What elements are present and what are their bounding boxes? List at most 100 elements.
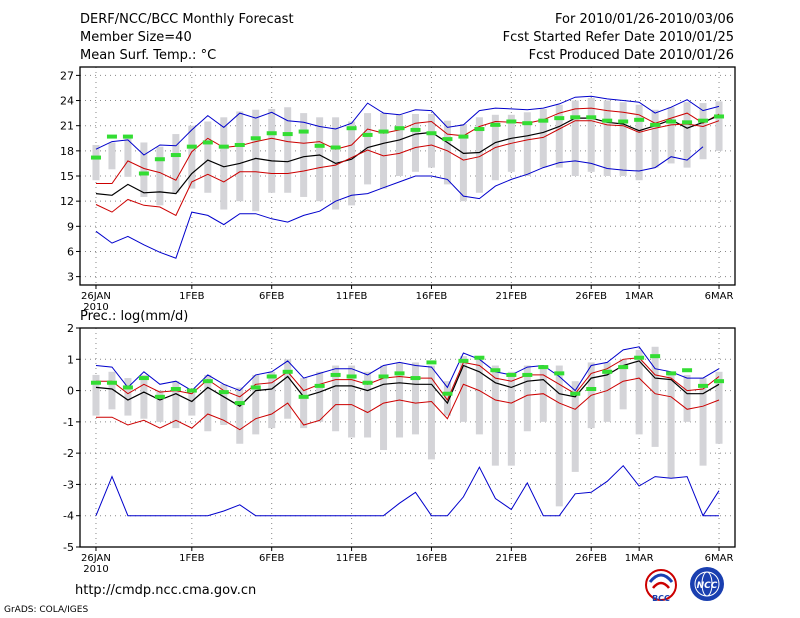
member-range-bar <box>699 103 707 160</box>
observed-marker <box>506 119 517 124</box>
member-range-bar <box>252 109 260 212</box>
produced-date-label: Fcst Produced Date 2010/01/26 <box>528 48 734 63</box>
observed-marker <box>378 129 389 134</box>
member-range-bar <box>475 359 483 435</box>
observed-marker <box>314 383 325 388</box>
member-range-bar <box>603 100 611 176</box>
observed-marker <box>538 118 549 123</box>
member-range-bar <box>651 346 659 447</box>
observed-marker <box>106 134 117 139</box>
observed-marker <box>330 372 341 377</box>
member-range-bar <box>156 146 164 206</box>
observed-marker <box>90 155 101 160</box>
x-tick-label: 1FEB <box>179 291 204 302</box>
observed-marker <box>666 119 677 124</box>
x-tick-label: 26FEB <box>575 553 607 564</box>
member-range-bar <box>300 113 308 197</box>
observed-marker <box>266 131 277 136</box>
member-range-bar <box>316 117 324 202</box>
y-tick-label: -4 <box>63 510 74 523</box>
member-range-bar <box>332 365 340 432</box>
member-range-bar <box>715 101 723 151</box>
member-range-bar <box>124 138 132 177</box>
started-refer-date-label: Fcst Started Refer Date 2010/01/25 <box>502 30 734 45</box>
observed-marker <box>666 371 677 376</box>
member-range-bar <box>507 371 515 466</box>
series-line-ensemble-min <box>95 464 719 517</box>
grads-credit: GrADS: COLA/IGES <box>4 605 89 615</box>
y-tick-label: 18 <box>60 145 74 158</box>
y-tick-label: -3 <box>63 478 74 491</box>
observed-marker <box>266 374 277 379</box>
observed-marker <box>202 379 213 384</box>
observed-marker <box>154 157 165 162</box>
observed-marker <box>202 140 213 145</box>
member-range-bar <box>156 390 164 422</box>
observed-marker <box>618 365 629 370</box>
observed-marker <box>714 379 725 384</box>
member-range-bar <box>380 113 388 189</box>
member-range-bar <box>220 117 228 210</box>
observed-marker <box>138 376 149 381</box>
x-tick-year-label: 2010 <box>83 302 108 313</box>
observed-marker <box>634 355 645 360</box>
observed-marker <box>458 358 469 363</box>
observed-marker <box>538 365 549 370</box>
member-range-bar <box>571 100 579 176</box>
series-line-ensemble-min <box>95 146 704 259</box>
member-range-bar <box>699 378 707 466</box>
member-range-bar <box>651 109 659 168</box>
member-range-bar <box>172 381 180 429</box>
series-line-upper-bound <box>96 357 720 402</box>
x-tick-label: 6MAR <box>705 291 734 302</box>
series-line-ensemble-max <box>95 346 720 392</box>
member-range-bar <box>523 365 531 432</box>
y-tick-label: 24 <box>60 95 74 108</box>
observed-marker <box>234 401 245 406</box>
source-url[interactable]: http://cmdp.ncc.cma.gov.cn <box>75 583 257 598</box>
observed-marker <box>282 132 293 137</box>
observed-marker <box>554 371 565 376</box>
x-tick-label: 21FEB <box>496 553 528 564</box>
series-line-ensemble-mean <box>95 360 720 407</box>
observed-marker <box>474 127 485 132</box>
observed-marker <box>698 383 709 388</box>
observed-marker <box>410 376 421 381</box>
member-range-bar <box>188 390 196 416</box>
chart-title: DERF/NCC/BCC Monthly Forecast <box>80 12 294 27</box>
member-range-bar <box>459 124 467 202</box>
member-range-bar <box>427 365 435 460</box>
observed-marker <box>186 144 197 149</box>
observed-marker <box>314 143 325 148</box>
member-range-bar <box>523 112 531 176</box>
bcc-logo-swoosh-red <box>652 581 670 589</box>
series-line-ensemble-min-end- <box>702 490 720 516</box>
observed-marker <box>650 122 661 127</box>
observed-marker <box>522 372 533 377</box>
observed-marker <box>442 391 453 396</box>
x-tick-label: 1MAR <box>625 291 654 302</box>
y-tick-label: 1 <box>67 353 74 366</box>
member-range-bar <box>348 365 356 438</box>
observed-marker <box>554 116 565 121</box>
series-line-ensemble-mean <box>95 115 720 196</box>
y-tick-label: 3 <box>67 271 74 284</box>
member-range-bar <box>475 117 483 193</box>
observed-marker <box>234 142 245 147</box>
bcc-logo-swoosh <box>648 573 674 583</box>
y-tick-label: 12 <box>60 195 74 208</box>
member-range-bar <box>172 134 180 193</box>
series-line-lower-bound <box>96 377 720 431</box>
series-line-upper-bound <box>96 107 720 184</box>
x-tick-label: 26JAN <box>81 291 111 302</box>
member-range-bar <box>411 113 419 172</box>
member-range-bar <box>108 371 116 410</box>
x-tick-label: 6MAR <box>705 553 734 564</box>
member-range-bar <box>108 142 116 170</box>
y-tick-label: 27 <box>60 69 74 82</box>
ncc-logo-meridian <box>701 571 713 597</box>
member-range-bar <box>635 349 643 435</box>
member-range-bar <box>396 114 404 176</box>
observed-marker <box>426 360 437 365</box>
